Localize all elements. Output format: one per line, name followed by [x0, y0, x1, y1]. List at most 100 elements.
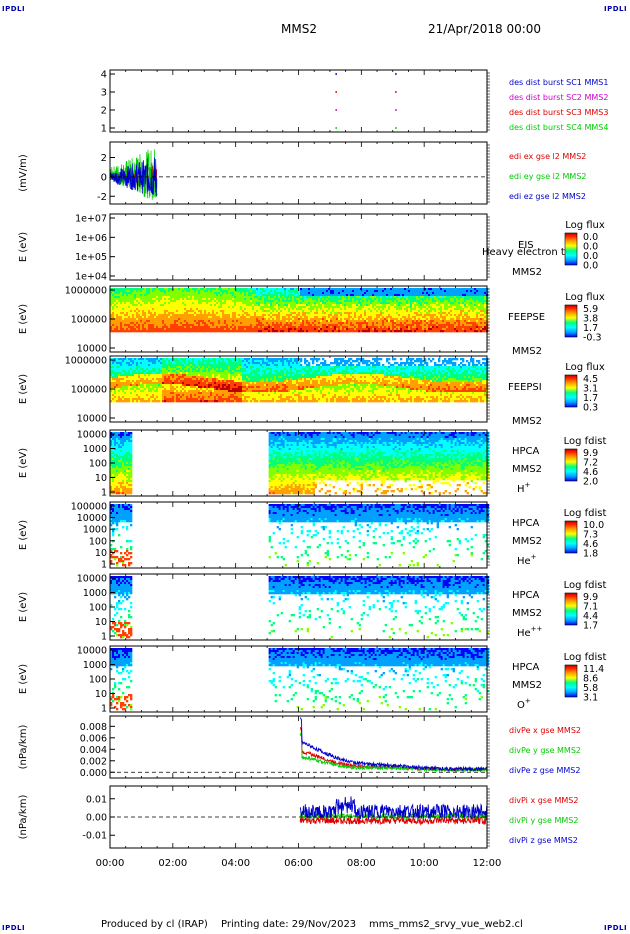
burst-marker: [335, 91, 337, 93]
hpca_o-ytick-label: 1: [101, 704, 107, 715]
eis-frame: [109, 213, 488, 281]
edi-legend-entry: edi ez gse l2 MMS2: [509, 192, 586, 201]
hpca_o-colorbar-value: 8.6: [583, 674, 598, 685]
feepse-spacecraft: MMS2: [512, 346, 542, 357]
hpca_he-ytick-label: 1: [101, 560, 107, 571]
hpca_h-species-charge: +: [525, 481, 531, 489]
hpca_hepp-ylabel: E (eV): [18, 592, 29, 622]
hpca_o-species: O+: [517, 697, 531, 711]
hpca_he-ytick-label: 10: [95, 548, 107, 559]
hpca_o-species-charge: +: [525, 697, 531, 705]
hpca_he-colorbar-value: 4.6: [583, 539, 598, 550]
eis-colorbar-value: 0.0: [583, 261, 598, 272]
panel-eis: E (eV) 1e+07 1e+06 1e+05 1e+04 EIS MMS2 Heavy e…: [18, 213, 605, 283]
panel-feepsi: E (eV) 1000000 100000 10000 FEEPSI MMS2 Log fl…: [18, 355, 605, 427]
feepse-colorbar-value: 3.8: [583, 314, 598, 325]
hpca_he-ylabel: E (eV): [18, 520, 29, 550]
feepse-ylabel: E (eV): [18, 304, 29, 334]
burst-marker: [335, 109, 337, 111]
burst-ytick-label: 1: [101, 124, 107, 135]
divpe-series-2: [299, 717, 487, 773]
footer-filename: mms_mms2_srvy_vue_web2.cl: [369, 919, 523, 930]
hpca_hepp-spacecraft: MMS2: [512, 608, 542, 619]
feepsi-spacecraft: MMS2: [512, 416, 542, 427]
hpca_he-instrument: HPCA: [512, 518, 540, 529]
divpe-ytick-label: 0.008: [80, 722, 107, 733]
corner-label-top-right: IPDLI: [604, 5, 628, 13]
hpca_he-ytick-label: 10000: [77, 513, 107, 524]
eis-spacecraft: MMS2: [512, 267, 542, 278]
hpca_h-ytick-label: 10000: [77, 430, 107, 441]
feepsi-colorbar-value: 3.1: [583, 384, 598, 395]
panel-edi: (mV/m) 2 0 -2 edi ex gse l2 MMS2 edi ey gse l…: [18, 141, 587, 205]
hpca_he-colorbar-value: 10.0: [583, 520, 604, 531]
burst-legend-entry: des dist burst SC3 MMS3: [509, 108, 608, 117]
hpca_hepp-species: He++: [517, 625, 543, 639]
hpca_h-ytick-label: 1000: [83, 444, 107, 455]
feepse-ytick-label: 10000: [77, 344, 107, 355]
edi-frame: [109, 141, 488, 205]
hpca_hepp-species-charge: ++: [531, 625, 543, 633]
edi-legend-entry: edi ex gse l2 MMS2: [509, 152, 586, 161]
divpi-legend-entry: divPi z gse MMS2: [509, 836, 578, 845]
hpca_h-ytick-label: 100: [89, 459, 107, 470]
hpca_hepp-ytick-label: 1: [101, 632, 107, 643]
eis-colorbar-value: 0.0: [583, 251, 598, 262]
feepsi-colorbar: [564, 374, 578, 408]
hpca_o-ytick-label: 100: [89, 675, 107, 686]
x-tick-label: 08:00: [347, 858, 376, 869]
divpe-ytick-label: 0.004: [80, 745, 107, 756]
hpca_hepp-instrument: HPCA: [512, 590, 540, 601]
divpe-ytick-label: 0.002: [80, 756, 107, 767]
eis-ytick-label: 1e+07: [75, 214, 107, 225]
divpi-ytick-label: 0.00: [86, 813, 107, 824]
hpca_hepp-colorbar: [564, 592, 578, 626]
edi-ytick-label: 0: [101, 172, 107, 183]
hpca_o-colorbar-value: 3.1: [583, 693, 598, 704]
hpca_o-ytick-label: 10: [95, 689, 107, 700]
burst-marker: [395, 109, 397, 111]
x-tick-label: 12:00: [473, 858, 502, 869]
hpca_o-colorbar-value: 5.8: [583, 683, 598, 694]
divpe-ytick-label: 0.006: [80, 733, 107, 744]
panel-hpca_h: E (eV) 10000 1000 100 10 1 HPCA MMS2 H+ Log fdist…: [18, 429, 607, 499]
feepsi-colorbar-value: 4.5: [583, 374, 598, 385]
hpca_h-ytick-label: 10: [95, 473, 107, 484]
hpca_he-colorbar-title: Log fdist: [564, 508, 607, 519]
feepse-colorbar-title: Log flux: [565, 292, 605, 303]
divpe-series-1: [299, 732, 488, 773]
hpca_he-colorbar-value: 1.8: [583, 549, 598, 560]
hpca_o-instrument: HPCA: [512, 662, 540, 673]
burst-ytick-label: 2: [101, 106, 107, 117]
corner-label-top-left: IPDLI: [2, 5, 26, 13]
feepse-colorbar-value: 1.7: [583, 323, 598, 334]
edi-ylabel: (mV/m): [18, 154, 29, 192]
divpi-legend-entry: divPi y gse MMS2: [509, 816, 578, 825]
burst-legend-entry: des dist burst SC4 MMS4: [509, 123, 608, 132]
divpe-legend-entry: divPe x gse MMS2: [509, 726, 581, 735]
hpca_o-colorbar-value: 11.4: [583, 664, 604, 675]
burst-marker: [335, 73, 337, 75]
divpi-ylabel: (nPa/km): [18, 795, 29, 840]
divpi-legend-entry: divPi x gse MMS2: [509, 796, 578, 805]
feepsi-colorbar-value: 1.7: [583, 393, 598, 404]
hpca_he-species-charge: +: [531, 553, 537, 561]
hpca_h-colorbar-title: Log fdist: [564, 436, 607, 447]
hpca_he-species: He+: [517, 553, 537, 567]
feepsi-ytick-label: 10000: [77, 414, 107, 425]
feepse-colorbar: [564, 304, 578, 338]
x-tick-label: 04:00: [221, 858, 250, 869]
hpca_hepp-colorbar-title: Log fdist: [564, 580, 607, 591]
divpi-series-0: [299, 815, 488, 826]
hpca_h-spacecraft: MMS2: [512, 464, 542, 475]
panel-burst: 4 3 2 1 des dist burst SC1 MMS1 des dist burs…: [101, 69, 608, 135]
divpe-ytick-label: 0.000: [80, 768, 107, 779]
hpca_h-species: H+: [517, 481, 531, 495]
burst-marker: [395, 127, 397, 129]
eis-instrument: EIS: [518, 240, 534, 251]
hpca_he-spacecraft: MMS2: [512, 536, 542, 547]
hpca_hepp-colorbar-value: 4.4: [583, 611, 598, 622]
footer-printing-date: Printing date: 29/Nov/2023: [221, 919, 357, 930]
feepsi-colorbar-value: 0.3: [583, 403, 598, 414]
